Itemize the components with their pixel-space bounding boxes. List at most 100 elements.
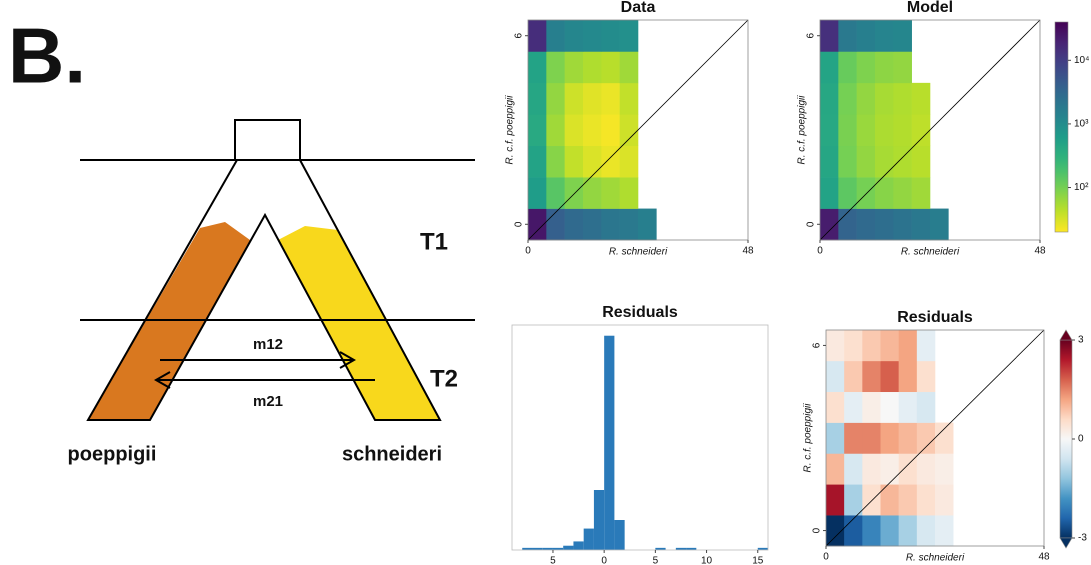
colorbar-tick-label: 10² <box>1074 182 1089 193</box>
panel-label: B. <box>8 12 86 100</box>
x-tick-label: 48 <box>742 246 754 257</box>
heatmap-cell <box>620 209 639 241</box>
colorbar <box>1060 340 1072 538</box>
migration-label: m12 <box>253 336 283 353</box>
heatmap-cell <box>826 453 844 484</box>
colorbar <box>1055 22 1068 232</box>
x-tick-label: 0 <box>817 246 823 257</box>
heatmap-cell <box>899 392 917 423</box>
y-tick-label: 0 <box>514 221 525 227</box>
heatmap-cell <box>935 484 953 515</box>
heatmap-cell <box>899 423 917 454</box>
heatmap-cell <box>912 114 931 146</box>
heatmap-cell <box>912 177 931 209</box>
colorbar-extend <box>1060 330 1072 340</box>
heatmap-cell <box>838 177 857 209</box>
heatmap-cell <box>583 51 602 83</box>
heatmap-cell <box>565 83 584 115</box>
chart-title: Residuals <box>602 304 678 321</box>
heatmap-cell <box>601 20 620 52</box>
heatmap-cell <box>620 20 639 52</box>
heatmap-cell <box>844 361 862 392</box>
heatmap-cell <box>917 392 935 423</box>
chart-title: Residuals <box>897 309 973 326</box>
heatmap-cell <box>844 423 862 454</box>
heatmap-cell <box>844 392 862 423</box>
colorbar-extend <box>1060 538 1072 548</box>
x-tick-label: 48 <box>1034 246 1046 257</box>
y-tick-label: 6 <box>812 342 823 348</box>
heatmap-cell <box>893 51 912 83</box>
y-tick-label: 6 <box>514 32 525 38</box>
x-tick-label: 10 <box>701 556 713 565</box>
heatmap-cell <box>583 146 602 178</box>
x-tick-label: 5 <box>653 556 659 565</box>
x-tick-label: 15 <box>752 556 764 565</box>
epoch-label: T2 <box>430 365 458 392</box>
heatmap-cell <box>820 20 839 52</box>
colorbar-tick-label: 0 <box>1078 434 1084 445</box>
heatmap-cell <box>857 146 876 178</box>
heatmap-cell <box>826 484 844 515</box>
heatmap-cell <box>826 361 844 392</box>
heatmap-cell <box>546 114 565 146</box>
heatmap-cell <box>826 330 844 361</box>
heatmap-cell <box>935 423 953 454</box>
ancestral-box <box>235 120 300 160</box>
heatmap-cell <box>601 177 620 209</box>
heatmap-cell <box>899 361 917 392</box>
x-tick-label: 0 <box>601 556 607 565</box>
heatmap-cell <box>620 83 639 115</box>
heatmap-cell <box>638 209 657 241</box>
histogram-bar <box>604 336 614 550</box>
heatmap-cell <box>826 423 844 454</box>
heatmap-cell <box>565 177 584 209</box>
heatmap-cell <box>838 83 857 115</box>
heatmap-cell <box>838 146 857 178</box>
y-axis-label: R. c.f. poeppigii <box>803 403 814 473</box>
heatmap-cell <box>930 209 949 241</box>
heatmap-cell <box>917 453 935 484</box>
x-tick-label: 0 <box>525 246 531 257</box>
heatmap-cell <box>917 515 935 546</box>
heatmap-cell <box>546 83 565 115</box>
population-label: schneideri <box>342 443 442 465</box>
colorbar-tick-label: 10⁴ <box>1074 55 1089 66</box>
histogram-bar <box>594 490 604 550</box>
heatmap-cell <box>917 361 935 392</box>
heatmap-cell <box>546 177 565 209</box>
heatmap-cell <box>838 209 857 241</box>
heatmap-cell <box>862 423 880 454</box>
heatmap-cell <box>565 209 584 241</box>
heatmap-cell <box>620 51 639 83</box>
heatmap-cell <box>893 20 912 52</box>
heatmap-cell <box>565 20 584 52</box>
heatmap-cell <box>528 146 547 178</box>
heatmap-cell <box>935 515 953 546</box>
y-tick-label: 0 <box>806 221 817 227</box>
heatmap-cell <box>875 20 894 52</box>
plot-frame <box>512 325 768 550</box>
x-tick-label: 48 <box>1038 552 1050 563</box>
heatmap-cell <box>565 146 584 178</box>
chart-title: Data <box>621 0 656 16</box>
heatmap-cell <box>862 361 880 392</box>
heatmap-cell <box>844 453 862 484</box>
heatmap-cell <box>875 83 894 115</box>
heatmap-cell <box>881 515 899 546</box>
heatmap-cell <box>528 83 547 115</box>
heatmap-cell <box>820 146 839 178</box>
heatmap-cell <box>917 423 935 454</box>
heatmap-cell <box>862 515 880 546</box>
x-axis-label: R. schneideri <box>901 247 960 258</box>
heatmap-cell <box>862 453 880 484</box>
heatmap-cell <box>546 51 565 83</box>
heatmap-cell <box>838 51 857 83</box>
heatmap-cell <box>583 83 602 115</box>
heatmap-cell <box>844 330 862 361</box>
heatmap-cell <box>844 484 862 515</box>
heatmap-cell <box>857 83 876 115</box>
heatmap-cell <box>899 484 917 515</box>
heatmap-cell <box>601 51 620 83</box>
heatmap-cell <box>528 177 547 209</box>
